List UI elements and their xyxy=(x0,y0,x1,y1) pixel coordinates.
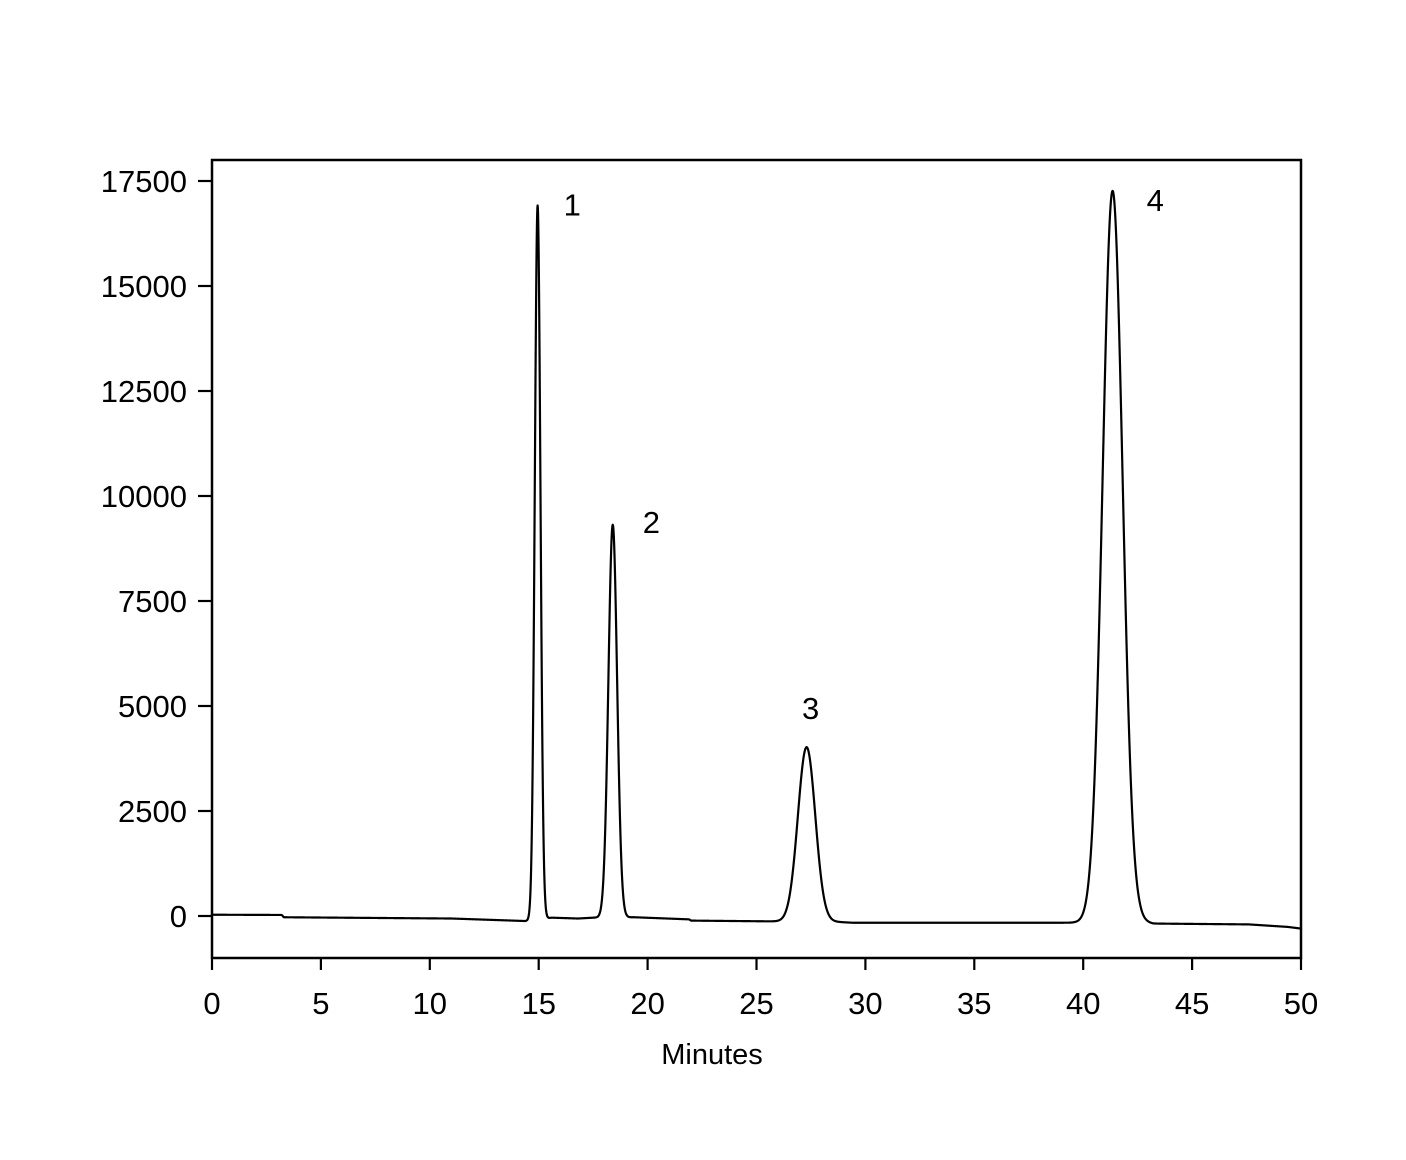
x-tick-label: 0 xyxy=(203,986,220,1021)
y-tick-label: 7500 xyxy=(118,584,187,619)
peak-labels: 1 2 3 4 xyxy=(564,183,1164,726)
peak-label: 2 xyxy=(643,505,660,540)
x-tick-label: 20 xyxy=(630,986,664,1021)
y-tick-label: 15000 xyxy=(101,269,187,304)
plot-frame xyxy=(210,158,1303,960)
ticks-layer: 0 5 10 15 20 25 30 35 40 45 5002500500075001000012… xyxy=(101,164,1318,1021)
peak-label: 1 xyxy=(564,188,581,223)
y-tick-label: 5000 xyxy=(118,689,187,724)
x-tick-label: 30 xyxy=(848,986,882,1021)
x-tick-label: 10 xyxy=(413,986,447,1021)
x-tick-label: 15 xyxy=(521,986,555,1021)
x-tick-label: 40 xyxy=(1066,986,1100,1021)
y-tick-label: 12500 xyxy=(101,374,187,409)
peak-label: 4 xyxy=(1147,183,1164,218)
x-tick-label: 5 xyxy=(312,986,329,1021)
x-tick-label: 50 xyxy=(1284,986,1318,1021)
x-tick-label: 45 xyxy=(1175,986,1209,1021)
y-tick-label: 2500 xyxy=(118,794,187,829)
y-tick-label: 10000 xyxy=(101,479,187,514)
y-tick-label: 0 xyxy=(170,899,187,934)
x-tick-label: 25 xyxy=(739,986,773,1021)
peak-label: 3 xyxy=(802,691,819,726)
x-tick-label: 35 xyxy=(957,986,991,1021)
x-axis-title: Minutes xyxy=(661,1039,763,1071)
y-tick-label: 17500 xyxy=(101,164,187,199)
chromatogram-trace xyxy=(211,189,1302,930)
